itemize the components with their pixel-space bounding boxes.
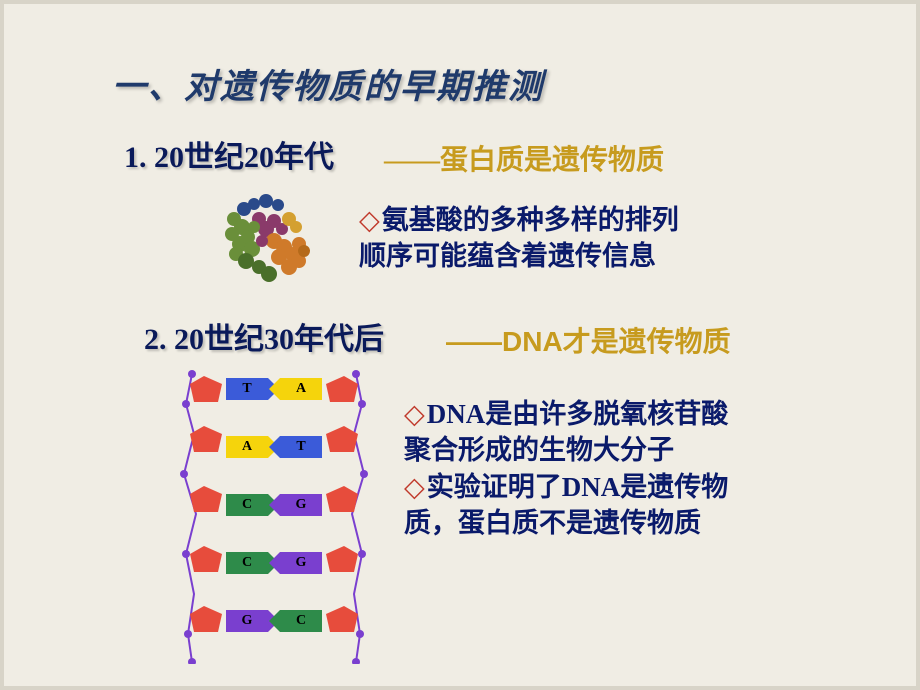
section2-label: 2. 20世纪30年代后 <box>144 314 384 358</box>
section2-hypothesis: ——DNA才是遗传物质 <box>446 320 731 360</box>
base-pair-row: AT <box>174 436 374 458</box>
base-pair-row: GC <box>174 610 374 632</box>
sec1-desc-line1: 氨基酸的多种多样的排列 <box>382 205 679 235</box>
section1-label: 1. 20世纪20年代 <box>124 132 334 176</box>
sec2-desc-line1: DNA是由许多脱氧核苷酸 <box>427 399 729 429</box>
section2-description: ◇DNA是由许多脱氧核苷酸 聚合形成的生物大分子 ◇实验证明了DNA是遗传物 质… <box>404 396 834 542</box>
sec2-desc-line4: 质，蛋白质不是遗传物质 <box>404 508 701 538</box>
protein-image <box>204 179 334 299</box>
diamond-icon: ◇ <box>404 472 425 502</box>
sec2-desc-line3: 实验证明了DNA是遗传物 <box>427 472 729 502</box>
base-pair-row: TA <box>174 378 374 400</box>
sec1-desc-line2: 顺序可能蕴含着遗传信息 <box>359 241 656 271</box>
diamond-icon: ◇ <box>359 205 380 235</box>
page-title: 一、对遗传物质的早期推测 <box>112 59 544 108</box>
diamond-icon: ◇ <box>404 399 425 429</box>
dna-diagram: TA AT CG CG GC <box>174 364 374 664</box>
base-pair-row: CG <box>174 552 374 574</box>
section1-description: ◇氨基酸的多种多样的排列 顺序可能蕴含着遗传信息 <box>359 202 809 275</box>
base-pair-row: CG <box>174 494 374 516</box>
sec2-desc-line2: 聚合形成的生物大分子 <box>404 435 674 465</box>
section1-hypothesis: ——蛋白质是遗传物质 <box>384 138 664 178</box>
